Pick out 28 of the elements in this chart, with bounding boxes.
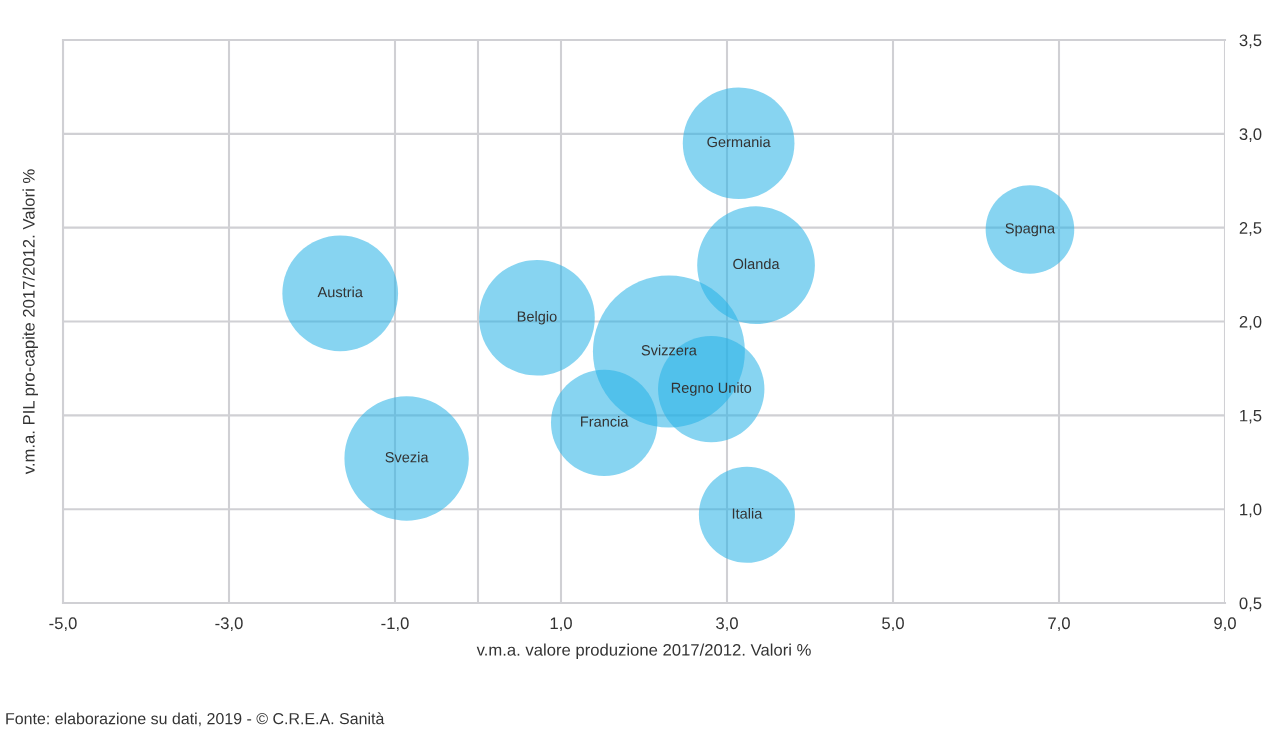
x-tick-label: 7,0 bbox=[1048, 617, 1070, 632]
annotation: Spagna bbox=[1005, 223, 1056, 237]
x-tick-label: 5,0 bbox=[882, 617, 904, 632]
x-axis-title: v.m.a. valore produzione 2017/2012. Valori % bbox=[476, 643, 811, 660]
y-tick-label: 3,5 bbox=[1239, 34, 1262, 49]
x-tick-label: 9,0 bbox=[1214, 617, 1236, 632]
y-tick-label: 0,5 bbox=[1239, 597, 1262, 612]
annotation: Francia bbox=[581, 416, 629, 427]
annotation: Austria bbox=[317, 286, 363, 298]
y-tick-label: 2,0 bbox=[1239, 315, 1262, 330]
x-tick-label: -3,0 bbox=[215, 617, 243, 632]
y-tick-label: 2,5 bbox=[1239, 222, 1262, 236]
annotation: Regno Unito bbox=[671, 382, 752, 396]
y-tick-label: 1,5 bbox=[1240, 409, 1262, 424]
x-tick-label: 1,0 bbox=[550, 617, 572, 632]
source-note: Fonte: elaborazione su dati, 2019 - © C.R.E.A. Sanità bbox=[6, 712, 385, 727]
x-tick-label: -1,0 bbox=[381, 617, 409, 632]
annotation: Italia bbox=[732, 508, 763, 519]
y-tick-label: 1,0 bbox=[1240, 503, 1262, 518]
x-tick-label: -5,0 bbox=[49, 617, 77, 632]
y-axis-title: v.m.a. PIL pro-capite 2017/2012. Valori % bbox=[22, 169, 38, 475]
x-tick-label: 3,0 bbox=[716, 617, 738, 632]
annotation: Svizzera bbox=[641, 344, 697, 356]
y-tick-label: 3,0 bbox=[1239, 128, 1262, 143]
annotation: Svezia bbox=[385, 451, 429, 463]
annotation: Belgio bbox=[517, 310, 557, 325]
annotation: Germania bbox=[707, 136, 771, 148]
annotation: Olanda bbox=[733, 258, 780, 270]
